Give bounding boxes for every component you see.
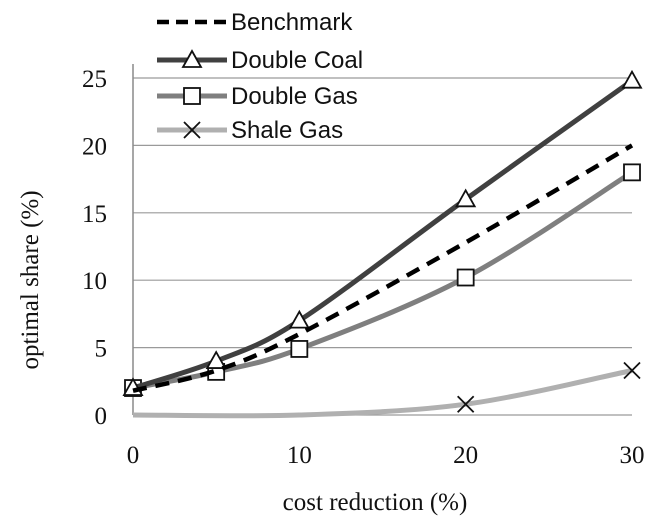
y-tick-label-25: 25 xyxy=(82,66,107,93)
point-shale-gas-30 xyxy=(623,361,641,380)
point-double-coal-30 xyxy=(621,69,643,89)
y-tick-label-20: 20 xyxy=(82,133,107,160)
series-shale-gas xyxy=(132,361,641,419)
y-tick-labels: 0 5 10 15 20 25 xyxy=(82,66,107,430)
point-shale-gas-20-stroke-b xyxy=(457,395,475,413)
x-tick-label-0: 0 xyxy=(127,442,140,469)
point-double-coal-20 xyxy=(455,188,477,208)
series-benchmark xyxy=(132,143,634,393)
point-double-gas-30 xyxy=(623,163,641,182)
y-tick-label-5: 5 xyxy=(95,336,108,363)
legend-label-shale-gas: Shale Gas xyxy=(231,117,343,144)
grid-lines xyxy=(133,77,632,416)
legend-marker-shale-gas xyxy=(183,121,201,139)
x-tick-label-30: 30 xyxy=(620,442,645,469)
series-line-benchmark xyxy=(132,143,634,393)
x-tick-labels: 0 10 20 30 xyxy=(127,442,645,469)
point-shale-gas-30-stroke-b xyxy=(623,361,641,380)
point-double-coal-10 xyxy=(288,309,310,329)
legend: Benchmark Double Coal Double Gas Shale Gas xyxy=(157,9,363,144)
legend-item-double-coal: Double Coal xyxy=(157,47,363,74)
series-line-double-coal xyxy=(132,78,634,391)
legend-label-double-gas: Double Gas xyxy=(231,83,358,110)
point-shale-gas-20 xyxy=(457,395,475,413)
series-line-shale-gas xyxy=(132,368,633,419)
y-tick-label-0: 0 xyxy=(95,403,108,430)
x-tick-label-20: 20 xyxy=(453,442,478,469)
legend-marker-double-coal xyxy=(181,49,203,68)
series-layer xyxy=(122,69,643,419)
legend-item-benchmark: Benchmark xyxy=(157,9,353,36)
legend-marker-double-gas xyxy=(183,87,201,105)
point-double-coal-5 xyxy=(205,350,227,369)
legend-marker-shale-gas-stroke-b xyxy=(183,121,201,139)
point-double-gas-10 xyxy=(290,340,309,358)
x-axis-title: cost reduction (%) xyxy=(283,489,468,516)
legend-label-double-coal: Double Coal xyxy=(231,47,363,74)
y-tick-label-15: 15 xyxy=(82,201,107,228)
legend-label-benchmark: Benchmark xyxy=(231,9,353,36)
legend-item-shale-gas: Shale Gas xyxy=(157,117,343,144)
series-double-coal xyxy=(122,69,643,396)
legend-item-double-gas: Double Gas xyxy=(157,83,358,110)
y-axis-title: optimal share (%) xyxy=(17,190,44,369)
y-tick-label-10: 10 xyxy=(82,268,107,295)
x-tick-label-10: 10 xyxy=(287,442,312,469)
point-double-gas-20 xyxy=(456,268,475,287)
